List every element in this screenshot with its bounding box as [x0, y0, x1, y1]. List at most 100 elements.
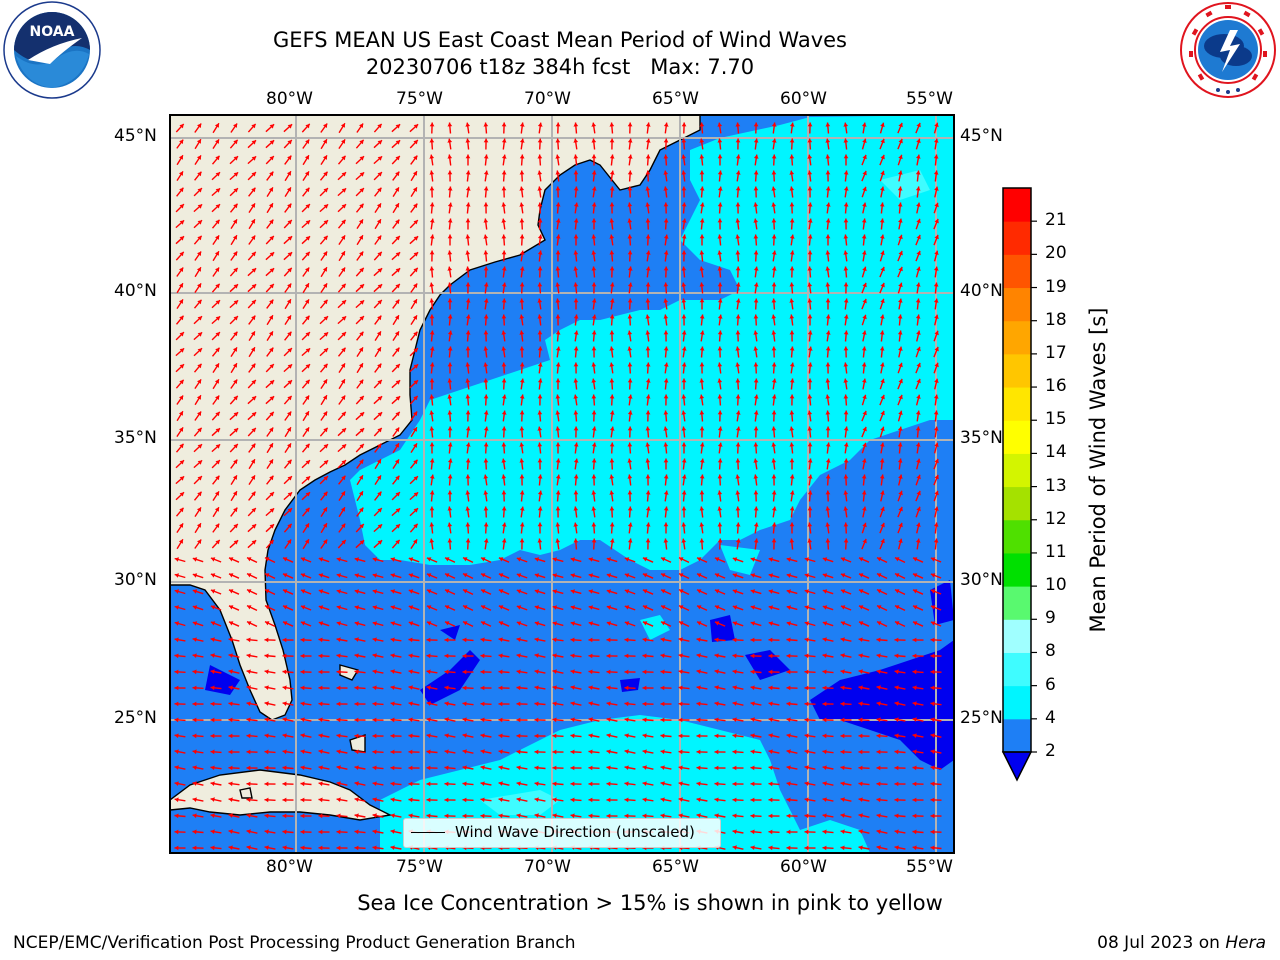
wind-wave-arrowhead: [877, 573, 882, 578]
wind-wave-arrowhead: [196, 155, 201, 160]
wind-wave-arrowhead: [174, 733, 179, 739]
wind-wave-arrowhead: [358, 235, 363, 240]
wind-wave-arrowhead: [768, 669, 773, 675]
wind-wave-arrowhead: [501, 522, 507, 527]
wind-wave-arrowhead: [573, 218, 579, 223]
wind-wave-arrowhead: [735, 314, 741, 319]
wind-wave-arrowhead: [516, 733, 521, 739]
wind-wave-arrowhead: [483, 282, 489, 287]
wind-wave-arrowhead: [246, 829, 251, 834]
wind-wave-arrowhead: [246, 637, 251, 643]
wind-wave-arrowhead: [250, 203, 255, 208]
wind-wave-arrowhead: [591, 506, 597, 511]
wind-wave-arrowhead: [843, 218, 849, 223]
wind-wave-arrowhead: [501, 346, 507, 351]
wind-wave-arrowhead: [735, 218, 741, 223]
wind-wave-arrowhead: [714, 573, 720, 578]
wind-wave-arrowhead: [771, 138, 777, 143]
wind-wave-arrowhead: [305, 204, 310, 209]
wind-wave-arrowhead: [537, 266, 543, 271]
wind-wave-arrowhead: [516, 669, 521, 675]
wind-wave-arrowhead: [300, 653, 305, 659]
wind-wave-arrowhead: [250, 475, 255, 480]
wind-wave-arrowhead: [609, 122, 615, 127]
wind-wave-arrowhead: [732, 637, 737, 643]
wind-wave-arrowhead: [894, 781, 899, 787]
wind-wave-arrowhead: [228, 685, 233, 690]
wind-wave-arrowhead: [732, 557, 738, 562]
wind-wave-arrowhead: [447, 506, 453, 511]
wind-wave-arrowhead: [501, 298, 507, 303]
wind-wave-arrowhead: [377, 443, 382, 449]
wind-wave-arrowhead: [483, 538, 489, 543]
wind-wave-arrowhead: [501, 250, 507, 255]
wind-wave-arrowhead: [445, 589, 450, 594]
lon-label-top: 60°W: [780, 89, 827, 109]
wind-wave-arrowhead: [174, 797, 179, 803]
wind-wave-arrowhead: [570, 653, 575, 659]
wind-wave-arrowhead: [282, 829, 287, 835]
wind-wave-arrowhead: [323, 123, 328, 128]
wind-wave-arrowhead: [588, 637, 593, 643]
wind-wave-arrowhead: [807, 282, 813, 287]
wind-wave-arrowhead: [394, 331, 399, 336]
wind-wave-arrowhead: [447, 266, 453, 271]
wind-wave-arrowhead: [481, 621, 486, 626]
wind-wave-arrowhead: [501, 458, 507, 463]
wind-wave-arrowhead: [825, 330, 831, 335]
wind-wave-arrowhead: [555, 346, 561, 351]
wind-wave-arrowhead: [537, 170, 543, 175]
wind-wave-arrowhead: [537, 250, 543, 255]
wind-wave-arrowhead: [429, 314, 435, 319]
wind-wave-arrowhead: [627, 202, 633, 207]
wind-wave-arrowhead: [516, 589, 522, 594]
wind-wave-arrowhead: [341, 188, 347, 193]
wind-wave-arrowhead: [930, 765, 935, 771]
wind-wave-arrowhead: [768, 733, 773, 738]
wind-wave-arrowhead: [322, 267, 327, 272]
wind-wave-arrowhead: [323, 188, 328, 193]
wind-wave-arrowhead: [210, 797, 215, 802]
wind-wave-arrowhead: [519, 474, 525, 479]
wind-wave-arrowhead: [394, 187, 399, 192]
wind-wave-arrowhead: [498, 797, 503, 802]
wind-wave-arrowhead: [463, 589, 468, 594]
wind-wave-arrowhead: [862, 410, 867, 416]
wind-wave-arrowhead: [768, 701, 773, 707]
wind-wave-arrowhead: [358, 363, 363, 368]
wind-wave-arrowhead: [591, 442, 597, 447]
wind-wave-arrowhead: [681, 186, 687, 191]
wind-wave-arrowhead: [807, 506, 813, 511]
wind-wave-arrowhead: [627, 186, 633, 191]
wind-wave-arrowhead: [300, 749, 305, 754]
wind-wave-arrowhead: [642, 701, 647, 707]
wind-wave-arrowhead: [825, 490, 831, 495]
wind-wave-arrowhead: [354, 733, 359, 739]
lon-label-bottom: 75°W: [396, 857, 443, 877]
wind-wave-arrowhead: [897, 442, 903, 447]
wind-wave-arrowhead: [210, 605, 216, 610]
wind-wave-arrowhead: [879, 218, 885, 223]
wind-wave-arrowhead: [627, 490, 633, 495]
wind-wave-arrowhead: [825, 298, 831, 303]
wind-wave-arrowhead: [537, 490, 543, 495]
wind-wave-arrowhead: [663, 410, 669, 415]
wind-wave-arrowhead: [570, 669, 575, 674]
wind-wave-arrowhead: [359, 331, 364, 337]
footer-machine: Hera: [1225, 933, 1266, 953]
wind-wave-arrowhead: [341, 411, 346, 417]
wind-wave-arrowhead: [341, 347, 346, 353]
wind-wave-arrowhead: [447, 458, 453, 463]
wind-wave-arrowhead: [825, 266, 831, 271]
colorbar-segment: [1003, 320, 1031, 355]
wind-wave-arrowhead: [429, 362, 435, 367]
wind-wave-arrowhead: [210, 589, 216, 594]
wind-wave-arrowhead: [861, 490, 867, 495]
wind-wave-arrowhead: [519, 506, 525, 511]
wind-wave-arrowhead: [573, 474, 579, 479]
wind-wave-arrowhead: [179, 220, 185, 225]
wind-wave-arrowhead: [786, 829, 791, 835]
wind-wave-arrowhead: [282, 797, 287, 803]
wind-wave-arrowhead: [318, 605, 324, 610]
wind-wave-arrowhead: [880, 490, 885, 495]
